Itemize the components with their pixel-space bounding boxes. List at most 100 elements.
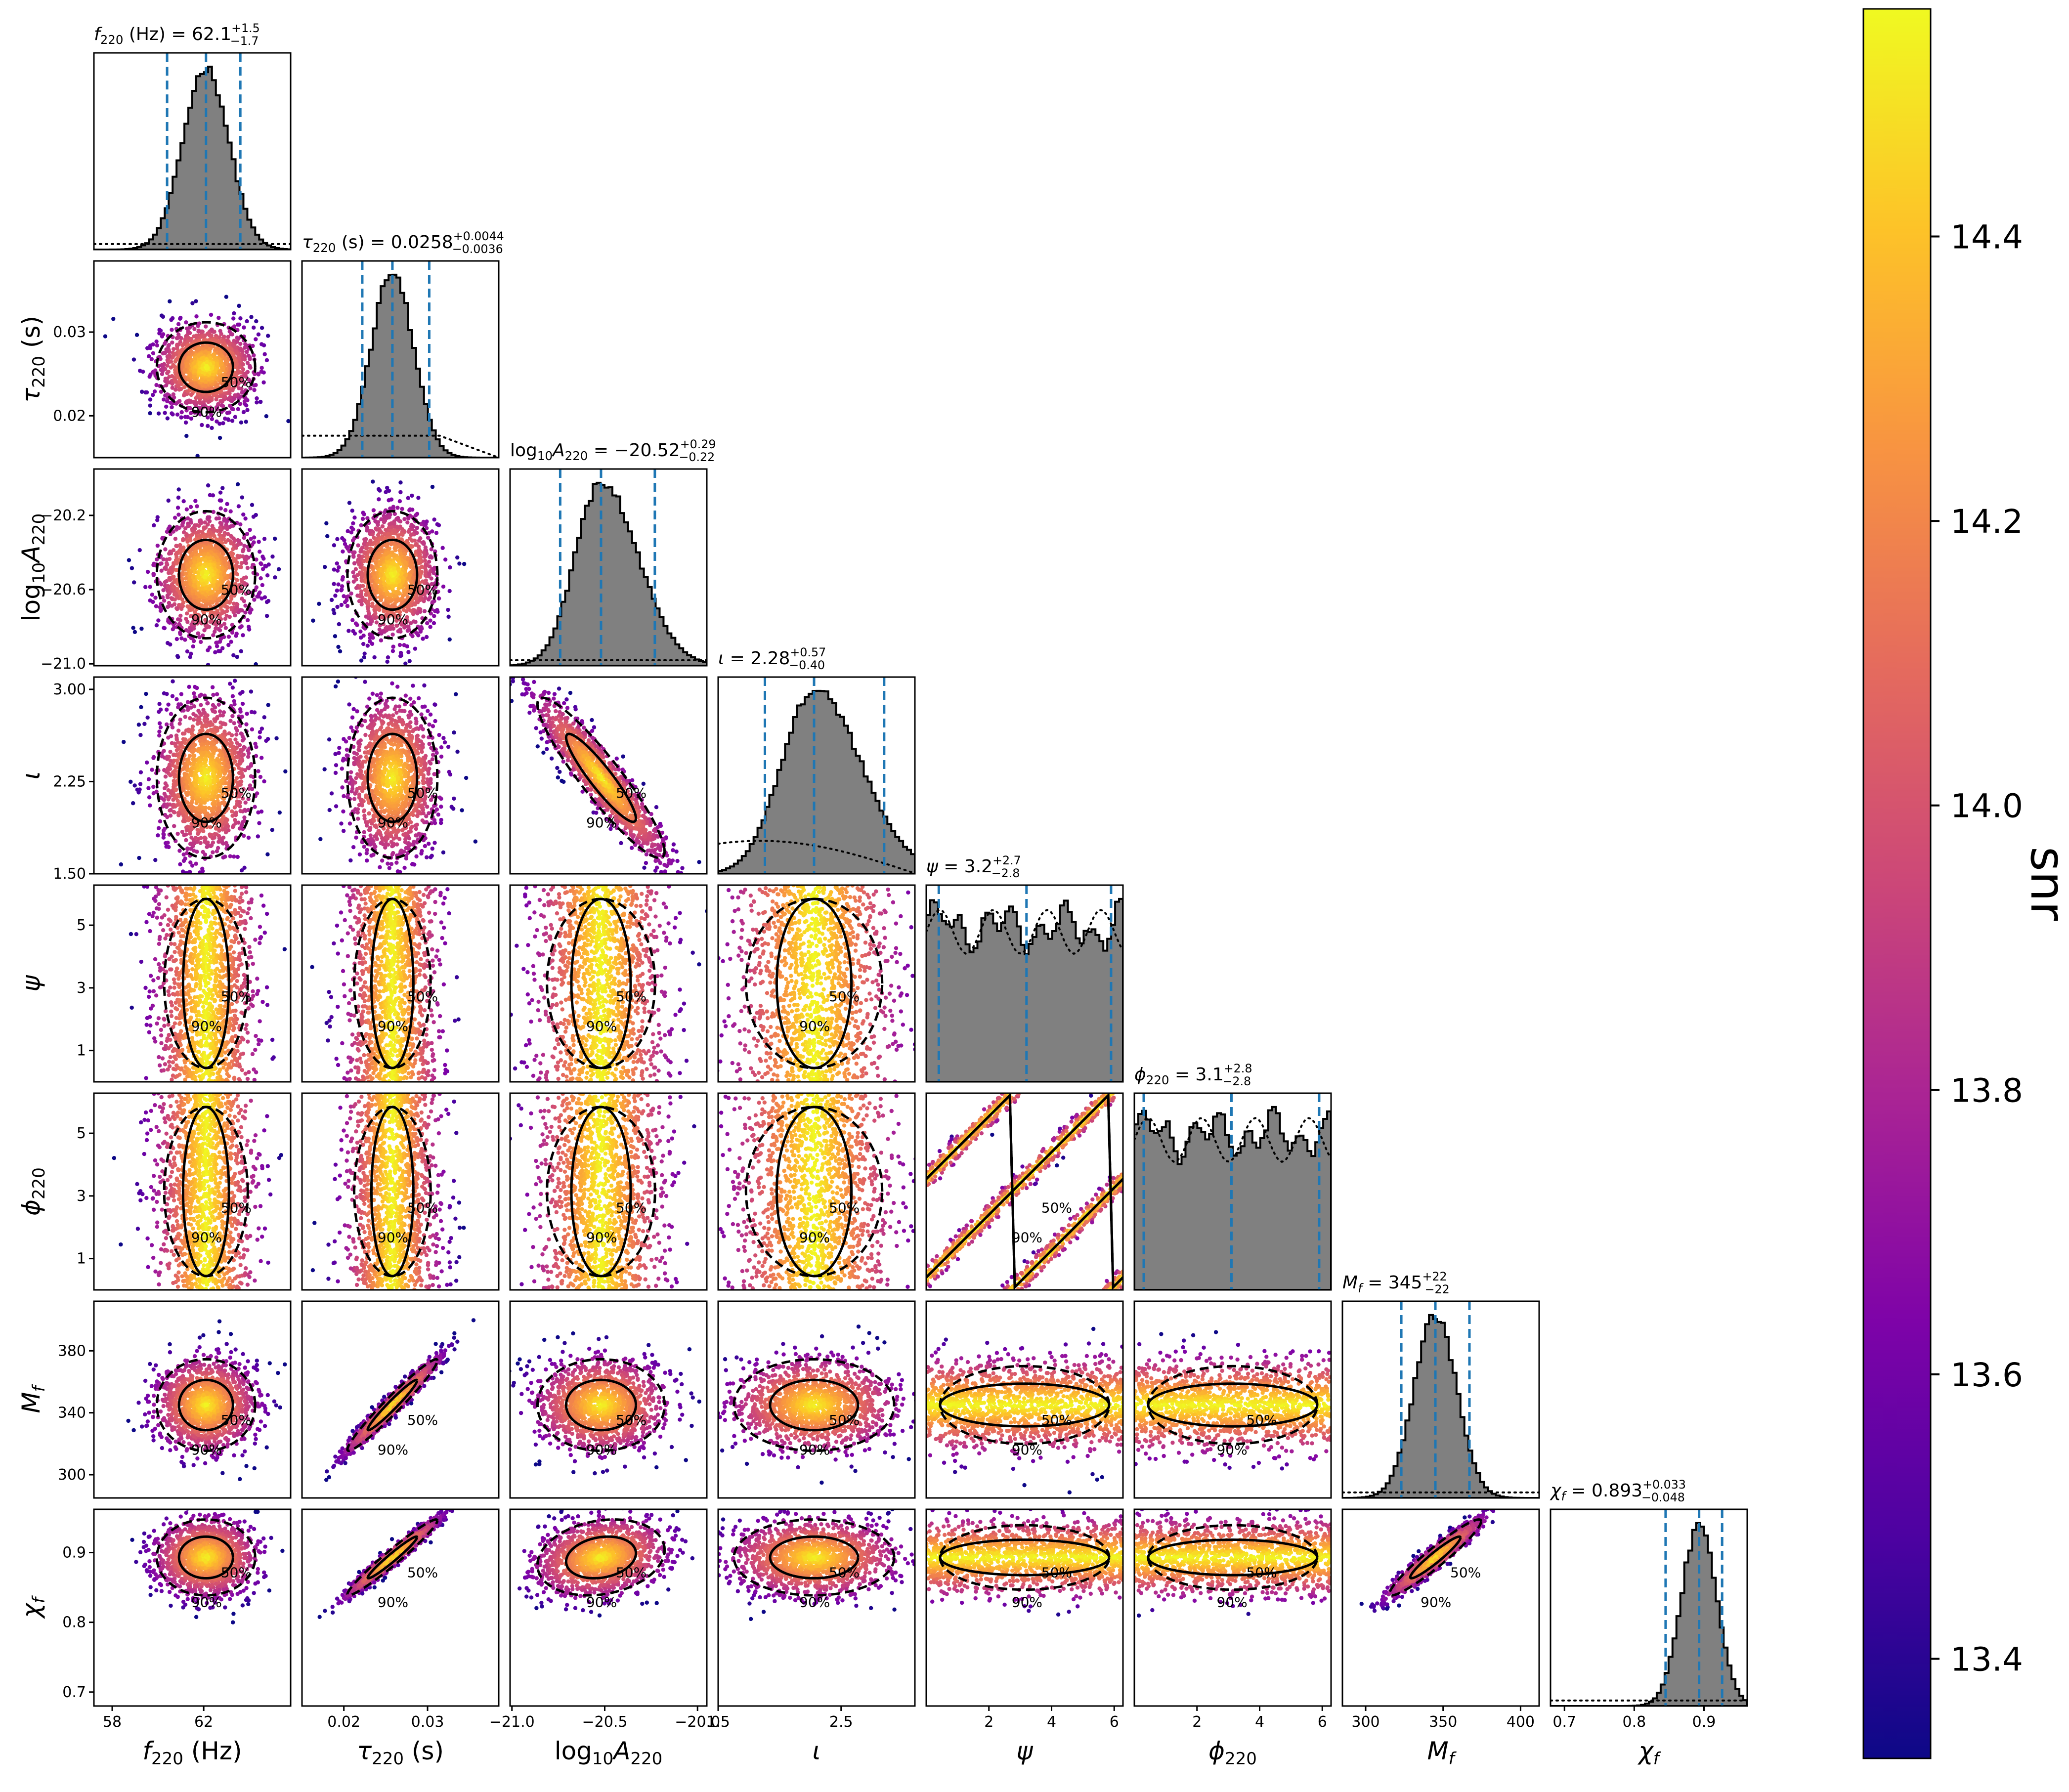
sample-point bbox=[223, 626, 228, 630]
sample-point bbox=[191, 575, 195, 580]
sample-point bbox=[354, 577, 358, 582]
sample-point bbox=[173, 378, 178, 383]
contour-90 bbox=[155, 510, 257, 640]
sample-point bbox=[186, 336, 191, 340]
sample-point bbox=[193, 356, 198, 361]
sample-point bbox=[151, 755, 156, 760]
sample-point bbox=[227, 769, 232, 774]
sample-point bbox=[181, 567, 186, 572]
sample-point bbox=[196, 812, 201, 816]
sample-point bbox=[234, 601, 239, 606]
sample-point bbox=[351, 570, 355, 575]
sample-point bbox=[414, 543, 418, 547]
sample-point bbox=[419, 565, 424, 569]
sample-point bbox=[335, 561, 339, 566]
sample-point bbox=[434, 531, 439, 535]
sample-point bbox=[168, 299, 172, 303]
sample-point bbox=[405, 624, 410, 629]
sample-point bbox=[394, 623, 399, 628]
sample-point bbox=[163, 341, 167, 346]
sample-point bbox=[365, 516, 370, 520]
sample-point bbox=[227, 342, 232, 347]
sample-point bbox=[359, 636, 363, 640]
sample-point bbox=[187, 608, 192, 612]
sample-point bbox=[169, 712, 173, 716]
sample-point bbox=[206, 400, 211, 404]
sample-point bbox=[407, 508, 412, 512]
sample-point bbox=[163, 351, 167, 355]
sample-point bbox=[236, 397, 241, 401]
sample-point bbox=[242, 576, 246, 580]
sample-point bbox=[222, 572, 226, 577]
sample-point bbox=[238, 402, 243, 406]
sample-point bbox=[384, 626, 388, 631]
sample-point bbox=[380, 524, 385, 529]
sample-point bbox=[207, 519, 212, 523]
sample-point bbox=[166, 571, 171, 575]
sample-point bbox=[131, 357, 136, 362]
sample-point bbox=[262, 352, 267, 356]
sample-point bbox=[386, 574, 390, 579]
sample-point bbox=[211, 633, 216, 638]
panel-frame bbox=[93, 468, 292, 667]
sample-point bbox=[206, 662, 211, 666]
sample-point bbox=[193, 836, 198, 840]
sample-point bbox=[206, 483, 211, 488]
sample-point bbox=[359, 602, 364, 607]
sample-point bbox=[204, 324, 208, 329]
sample-point bbox=[195, 534, 200, 538]
sample-point bbox=[181, 537, 185, 542]
sample-point bbox=[196, 328, 201, 333]
contour-50 bbox=[177, 341, 234, 393]
sample-point bbox=[455, 555, 460, 560]
sample-point bbox=[416, 559, 421, 563]
sample-point bbox=[373, 585, 378, 590]
sample-point bbox=[379, 547, 384, 552]
sample-point bbox=[266, 598, 271, 603]
panel-logA220-tau220: 50%90% bbox=[301, 468, 500, 667]
sample-point bbox=[385, 659, 389, 664]
sample-point bbox=[139, 389, 144, 394]
sample-point bbox=[208, 356, 213, 360]
sample-point bbox=[332, 611, 337, 615]
sample-point bbox=[382, 609, 386, 614]
sample-point bbox=[409, 581, 414, 586]
sample-point bbox=[359, 523, 363, 528]
sample-point bbox=[368, 636, 372, 640]
sample-point bbox=[384, 490, 388, 494]
sample-point bbox=[183, 367, 187, 372]
sample-point bbox=[165, 377, 170, 381]
sample-point bbox=[375, 579, 380, 584]
sample-point bbox=[224, 385, 229, 390]
sample-point bbox=[217, 532, 222, 537]
sample-point bbox=[202, 575, 207, 579]
sample-point bbox=[225, 411, 230, 415]
sample-point bbox=[235, 791, 239, 796]
sample-point bbox=[247, 548, 251, 553]
sample-point bbox=[175, 595, 179, 599]
sample-point bbox=[361, 641, 366, 646]
sample-point bbox=[207, 577, 212, 581]
sample-point bbox=[207, 563, 212, 567]
panel-logA220-logA220: log10A220 = −20.52+0.29 −0.22 bbox=[509, 437, 716, 667]
sample-point bbox=[229, 640, 233, 644]
sample-point bbox=[264, 614, 269, 618]
y-axis-label-logA220: log10A220 bbox=[17, 513, 49, 622]
sample-point bbox=[154, 339, 159, 344]
sample-point bbox=[184, 364, 189, 369]
sample-point bbox=[185, 708, 190, 712]
sample-point bbox=[383, 518, 388, 523]
sample-point bbox=[386, 560, 390, 565]
sample-point bbox=[379, 613, 383, 618]
sample-point bbox=[222, 533, 226, 538]
sample-point bbox=[232, 589, 237, 594]
sample-point bbox=[417, 573, 422, 577]
sample-point bbox=[435, 522, 439, 527]
sample-point bbox=[186, 757, 191, 762]
sample-point bbox=[425, 519, 429, 524]
sample-point bbox=[256, 769, 260, 773]
sample-point bbox=[230, 630, 235, 635]
sample-point bbox=[260, 567, 265, 571]
sample-point bbox=[243, 610, 248, 615]
sample-point bbox=[425, 526, 429, 530]
